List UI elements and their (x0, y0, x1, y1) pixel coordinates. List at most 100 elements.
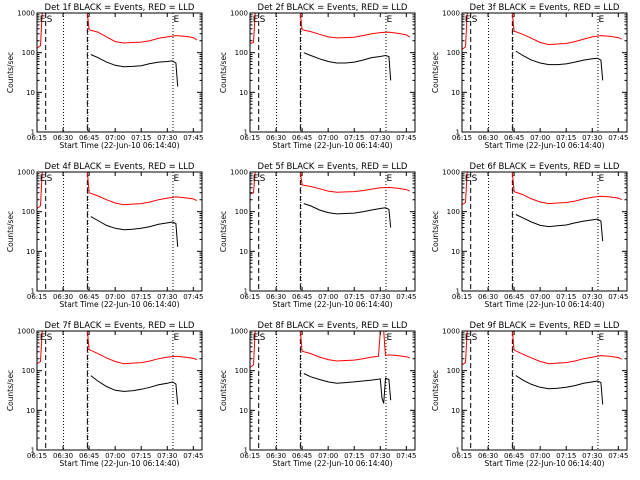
y-tick-label: 100 (235, 367, 248, 375)
panel-title: Det 2f BLACK = Events, RED = LLD (258, 3, 408, 13)
x-tick-label: 07:45 (396, 134, 416, 142)
x-tick-label: 06:15 (452, 452, 472, 460)
x-axis-label: Start Time (22-Jun-10 06:14:40) (273, 141, 393, 150)
plot-frame (461, 330, 628, 451)
x-tick-label: 07:30 (370, 452, 390, 460)
x-tick-label: 07:30 (157, 452, 177, 460)
x-tick-label: 07:45 (183, 293, 203, 301)
panel-det-6f: Det 6f BLACK = Events, RED = LLD 1 10 100 10… (431, 162, 628, 309)
y-axis-label: Counts/sec (431, 370, 440, 411)
panel-title: Det 8f BLACK = Events, RED = LLD (258, 321, 408, 331)
x-tick-label: 06:45 (79, 293, 99, 301)
event-marker-label: E (598, 15, 604, 25)
y-tick-label: 100 (22, 367, 35, 375)
series-line-events (303, 373, 392, 404)
event-marker-label: S (472, 15, 478, 25)
panel-title: Det 3f BLACK = Events, RED = LLD (470, 3, 620, 13)
series-line-events (90, 216, 179, 247)
x-tick-label: 06:15 (240, 134, 260, 142)
x-tick-label: 07:15 (344, 452, 364, 460)
x-tick-label: 07:45 (608, 134, 628, 142)
x-tick-label: 07:00 (318, 134, 338, 142)
x-tick-label: 07:00 (318, 293, 338, 301)
series-line-events (303, 203, 392, 228)
y-tick-label: 10 (26, 89, 35, 97)
x-tick-label: 06:15 (452, 293, 472, 301)
y-tick-label: 1000 (230, 10, 248, 18)
x-axis-label: Start Time (22-Jun-10 06:14:40) (485, 141, 605, 150)
x-tick-label: 06:15 (27, 293, 47, 301)
x-axis-label: Start Time (22-Jun-10 06:14:40) (273, 459, 393, 468)
x-tick-label: 06:30 (53, 452, 73, 460)
y-tick-label: 10 (451, 89, 460, 97)
series-line-lld (37, 172, 198, 209)
series-line-events (90, 375, 179, 405)
event-marker-label: E (465, 174, 471, 184)
x-axis-label: Start Time (22-Jun-10 06:14:40) (60, 141, 180, 150)
event-marker-label: E (598, 333, 604, 343)
event-marker-label: S (472, 174, 478, 184)
event-marker-label: S (260, 15, 266, 25)
series-line-lld (462, 13, 622, 50)
x-tick-label: 06:45 (292, 452, 312, 460)
panel-title: Det 7f BLACK = Events, RED = LLD (45, 321, 195, 331)
x-tick-label: 07:45 (183, 452, 203, 460)
plot-frame (461, 12, 628, 133)
y-tick-label: 1000 (442, 10, 460, 18)
series-line-lld (462, 331, 623, 366)
event-marker-label: E (173, 15, 179, 25)
series-line-events (515, 214, 604, 242)
x-tick-label: 06:30 (478, 452, 498, 460)
plot-frame (249, 12, 416, 133)
x-tick-label: 07:00 (318, 452, 338, 460)
y-tick-label: 10 (239, 407, 248, 415)
event-marker-label: E (173, 174, 179, 184)
series-line-lld (37, 331, 197, 365)
x-tick-label: 07:30 (582, 452, 602, 460)
x-tick-label: 06:45 (79, 452, 99, 460)
y-axis-label: Counts/sec (6, 52, 15, 93)
y-tick-label: 1 (456, 447, 460, 455)
y-tick-label: 1 (456, 288, 460, 296)
y-axis-label: Counts/sec (431, 211, 440, 252)
event-marker-label: E (40, 15, 46, 25)
x-tick-label: 06:30 (266, 293, 286, 301)
x-tick-label: 06:15 (452, 134, 472, 142)
event-marker-label: E (386, 333, 392, 343)
x-axis-label: Start Time (22-Jun-10 06:14:40) (485, 459, 605, 468)
panel-title: Det 9f BLACK = Events, RED = LLD (470, 321, 620, 331)
x-tick-label: 07:15 (131, 452, 151, 460)
y-tick-label: 1000 (17, 328, 35, 336)
panel-title: Det 1f BLACK = Events, RED = LLD (45, 3, 195, 13)
y-tick-label: 100 (447, 49, 460, 57)
x-tick-label: 07:00 (530, 134, 550, 142)
x-tick-label: 07:30 (582, 134, 602, 142)
series-line-events (515, 50, 604, 81)
y-axis-label: Counts/sec (219, 211, 228, 252)
x-tick-label: 07:00 (530, 293, 550, 301)
plot-frame (249, 330, 416, 451)
x-tick-label: 07:45 (608, 293, 628, 301)
event-marker-label: E (386, 174, 392, 184)
y-tick-label: 1000 (17, 10, 35, 18)
panel-det-5f: Det 5f BLACK = Events, RED = LLD 1 10 100 10… (219, 162, 416, 309)
series-line-events (515, 375, 604, 405)
y-tick-label: 1 (31, 447, 35, 455)
y-tick-label: 100 (447, 367, 460, 375)
event-marker-label: S (260, 174, 266, 184)
series-line-lld (250, 172, 410, 195)
series-line-lld (250, 331, 410, 368)
y-tick-label: 1000 (17, 169, 35, 177)
y-tick-label: 10 (26, 248, 35, 256)
x-tick-label: 06:45 (79, 134, 99, 142)
x-tick-label: 06:45 (292, 293, 312, 301)
event-marker-label: S (472, 333, 478, 343)
plot-frame (36, 12, 203, 133)
y-tick-label: 1 (244, 288, 248, 296)
x-axis-label: Start Time (22-Jun-10 06:14:40) (273, 300, 393, 309)
event-marker-label: E (386, 15, 392, 25)
panel-det-1f: Det 1f BLACK = Events, RED = LLD 1 10 100 10… (6, 3, 203, 150)
event-marker-label: E (253, 15, 259, 25)
x-tick-label: 07:15 (344, 293, 364, 301)
x-tick-label: 07:00 (105, 134, 125, 142)
